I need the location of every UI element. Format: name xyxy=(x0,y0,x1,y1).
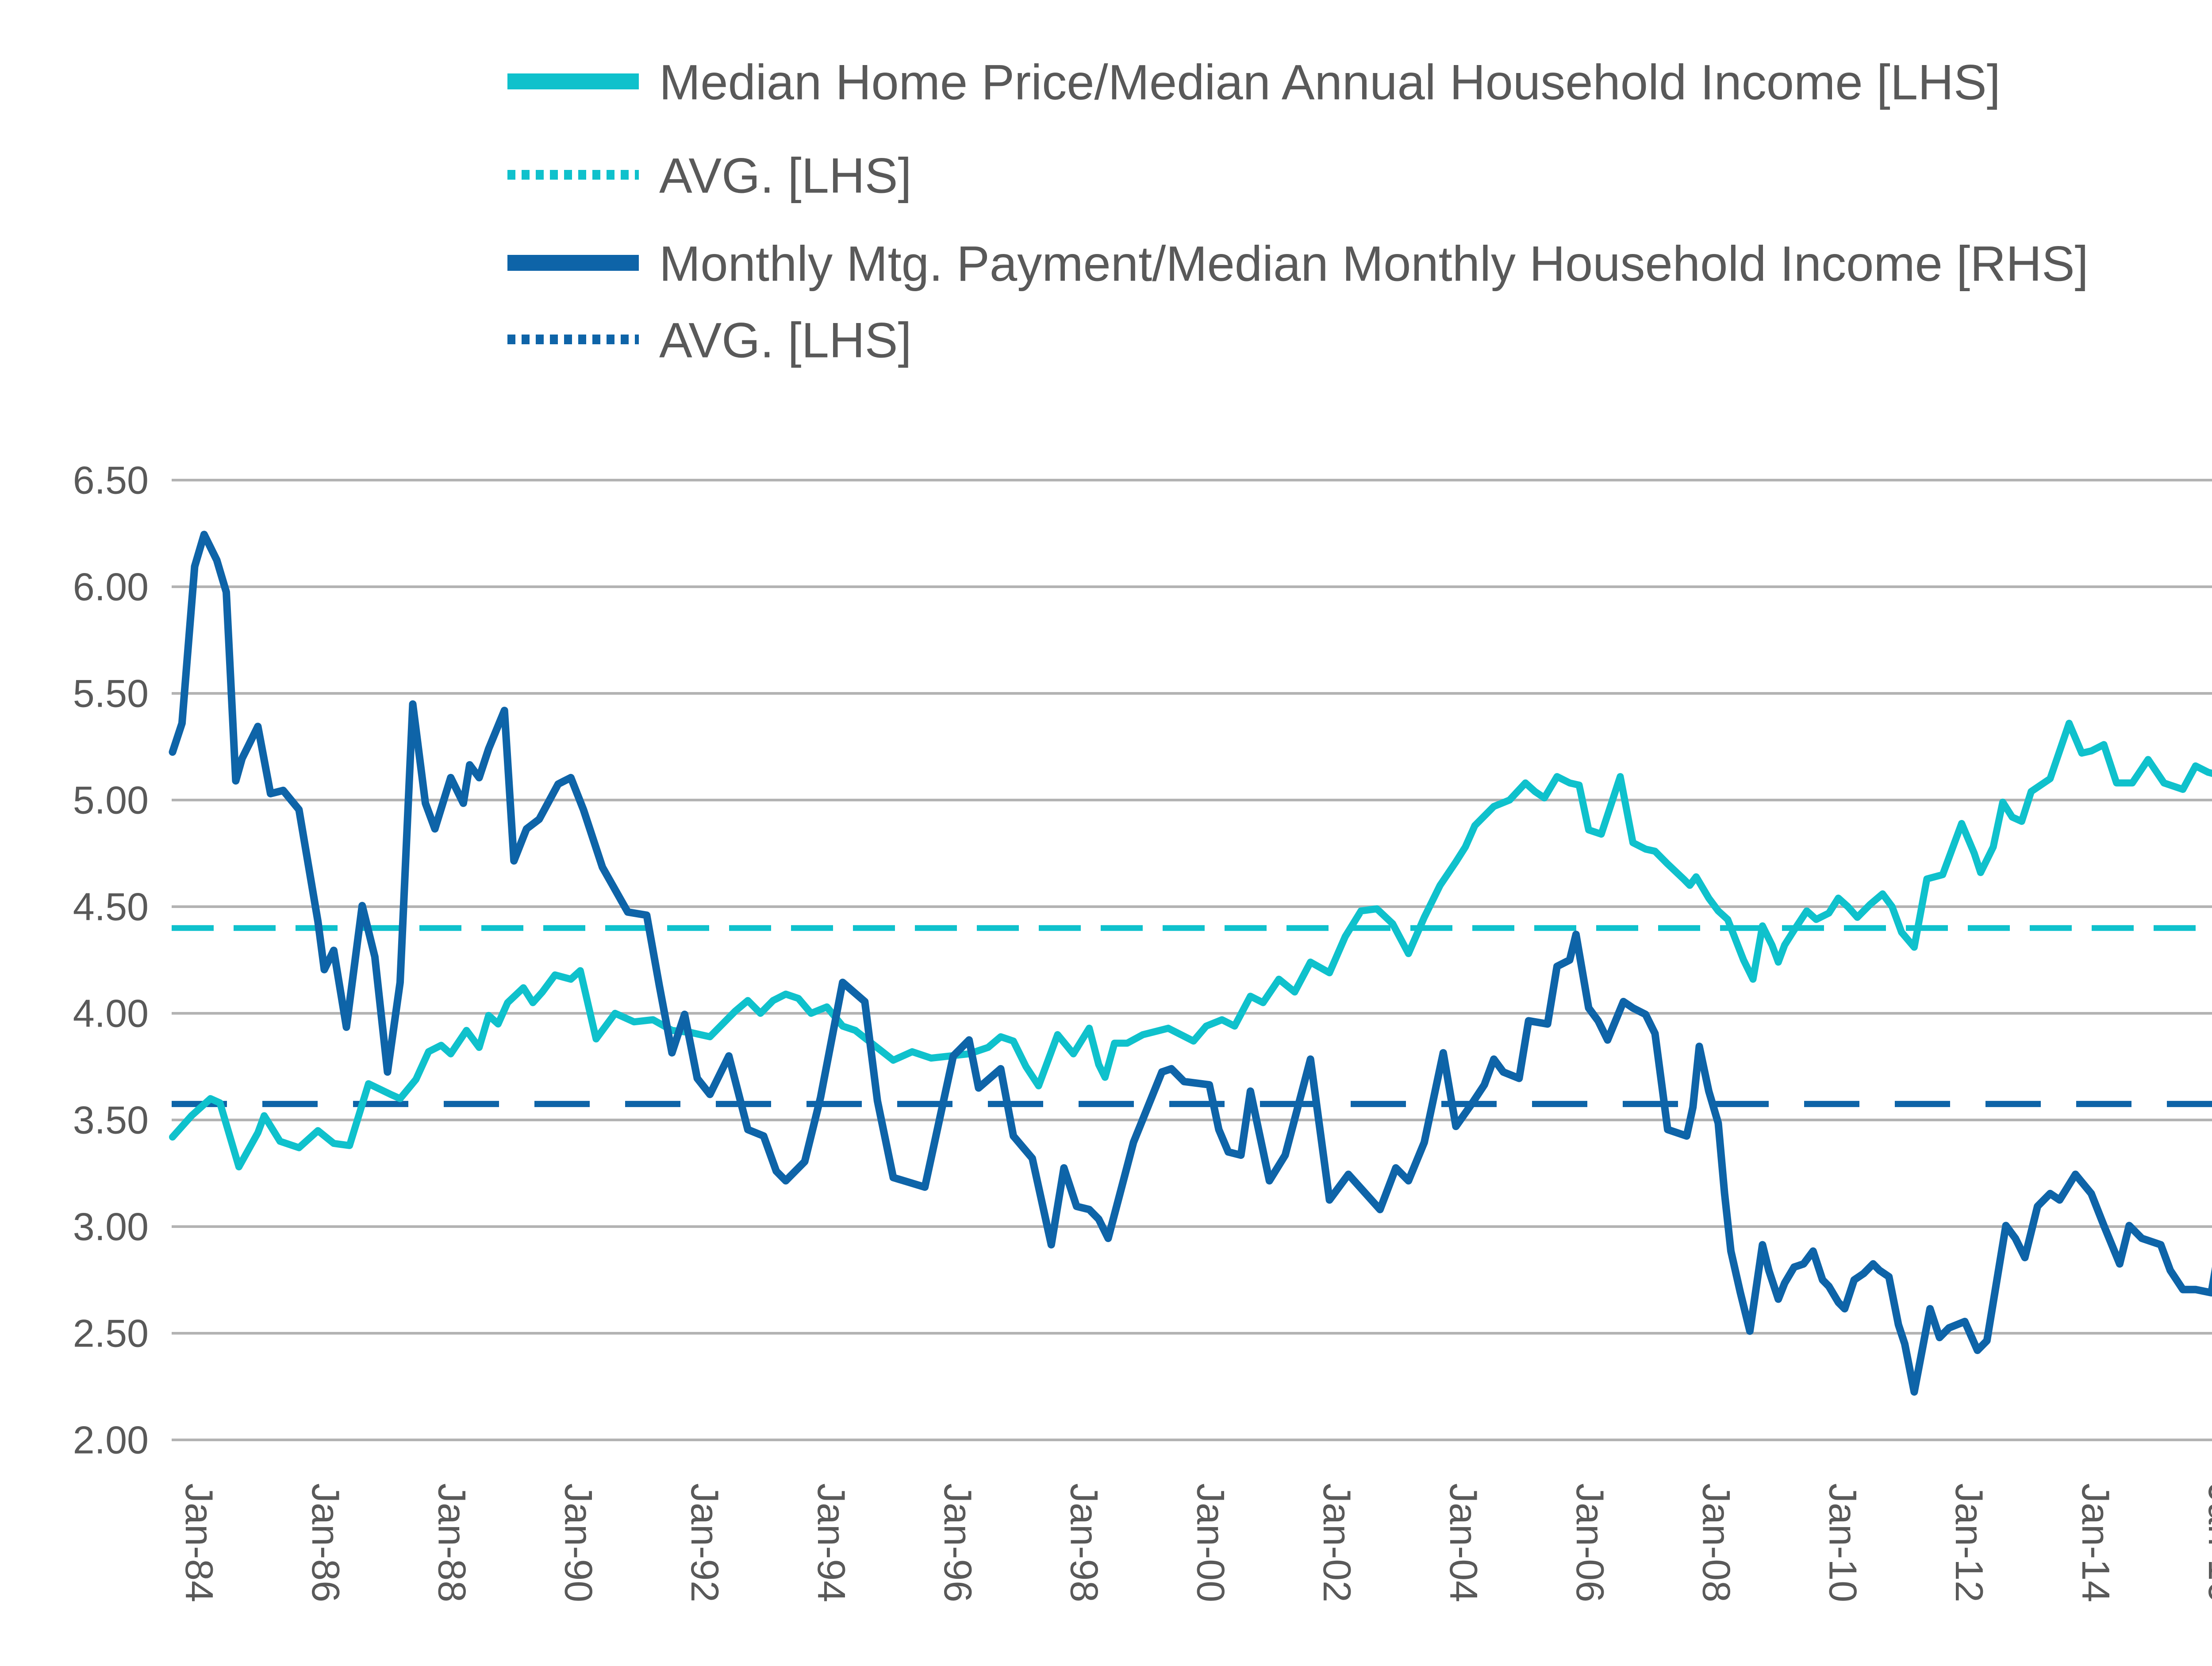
x-axis-tick-label: Jan-06 xyxy=(1568,1483,1612,1602)
left-axis-tick-label: 3.50 xyxy=(73,1098,149,1142)
legend: Median Home Price/Median Annual Househol… xyxy=(507,55,2089,368)
x-axis-tick-label: Jan-94 xyxy=(810,1483,853,1602)
x-axis-tick-label: Jan-90 xyxy=(557,1483,600,1602)
left-axis-tick-label: 4.00 xyxy=(73,992,149,1035)
left-axis-tick-label: 2.50 xyxy=(73,1312,149,1355)
x-axis-tick-label: Jan-92 xyxy=(683,1483,727,1602)
x-axis-tick-label: Jan-86 xyxy=(304,1483,348,1602)
left-axis-tick-label: 5.50 xyxy=(73,672,149,716)
axis-tick-labels: 6.50 6.00 5.50 5.00 4.50 4.00 3.50 3.00 2.50 2.00… xyxy=(73,458,2212,1603)
x-axis-tick-label: Jan-10 xyxy=(1821,1483,1865,1602)
legend-label-mtg-payment: Monthly Mtg. Payment/Median Monthly Hous… xyxy=(659,236,2089,292)
series-line-mtg-payment xyxy=(169,531,2212,1396)
legend-label-avg-lhs-blue: AVG. [LHS] xyxy=(659,313,912,368)
data-series-lines xyxy=(169,531,2212,1396)
x-axis-tick-label: Jan-96 xyxy=(936,1483,980,1602)
gridlines xyxy=(172,479,2212,1441)
x-axis-tick-label: Jan-00 xyxy=(1189,1483,1233,1602)
legend-label-avg-lhs-cyan: AVG. [LHS] xyxy=(659,148,912,204)
x-axis-tick-label: Jan-84 xyxy=(177,1483,221,1602)
x-axis-tick-label: Jan-16 xyxy=(2200,1483,2212,1602)
left-axis-tick-label: 6.50 xyxy=(73,458,149,502)
x-axis-tick-label: Jan-88 xyxy=(430,1483,474,1602)
average-lines xyxy=(172,925,2212,1107)
left-axis-tick-label: 2.00 xyxy=(73,1418,149,1462)
left-axis-tick-label: 3.00 xyxy=(73,1205,149,1249)
x-axis-tick-label: Jan-02 xyxy=(1315,1483,1359,1602)
series-line-price-income xyxy=(169,719,2212,1170)
x-axis-tick-label: Jan-98 xyxy=(1063,1483,1106,1602)
left-axis-tick-label: 6.00 xyxy=(73,565,149,609)
left-axis-tick-label: 5.00 xyxy=(73,778,149,822)
x-axis-tick-label: Jan-04 xyxy=(1442,1483,1486,1602)
legend-label-price-income: Median Home Price/Median Annual Househol… xyxy=(659,55,2001,110)
left-axis-tick-label: 4.50 xyxy=(73,885,149,929)
x-axis-tick-label: Jan-14 xyxy=(2074,1483,2118,1602)
x-axis-tick-label: Jan-12 xyxy=(1947,1483,1991,1602)
x-axis-tick-label: Jan-08 xyxy=(1695,1483,1739,1602)
